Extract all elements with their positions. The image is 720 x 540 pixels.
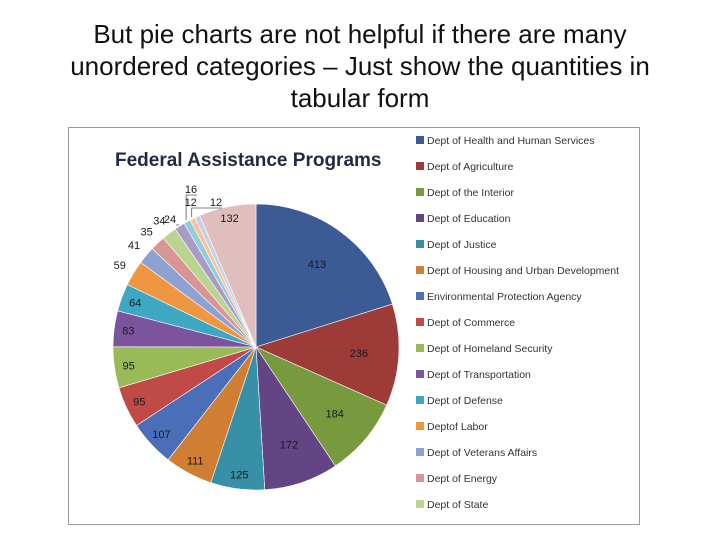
legend-swatch (416, 266, 424, 274)
legend-entry: Dept of Housing and Urban Development (427, 265, 619, 277)
legend-entry: Dept of Health and Human Services (427, 135, 595, 147)
legend-entry: Dept of Agriculture (427, 161, 514, 173)
pie-slice (255, 346, 388, 467)
pie-slices (112, 203, 400, 491)
pie-chart: Federal Assistance Programs 413 236 184 172… (112, 135, 619, 511)
legend-entry: Deptof Labor (427, 421, 488, 433)
data-label: 64 (129, 297, 141, 309)
data-label: 107 (152, 429, 170, 441)
legend-swatch (416, 162, 424, 170)
legend-entry: Dept of Transportation (427, 369, 531, 381)
data-label: 111 (187, 455, 204, 467)
data-label: 41 (128, 240, 140, 252)
legend-swatch (416, 240, 424, 248)
data-label: 16 (185, 184, 197, 196)
legend-swatch (416, 500, 424, 508)
data-label: 184 (326, 408, 344, 420)
legend-entry: Dept of the Interior (427, 187, 514, 199)
legend-swatch (416, 292, 424, 300)
leader-line (191, 207, 222, 218)
legend-swatch (416, 422, 424, 430)
title-line-2: unordered categories – Just show the qua… (70, 51, 650, 81)
legend-swatch (416, 188, 424, 196)
legend: Dept of Health and Human Services Dept of… (416, 135, 619, 511)
data-label: 95 (133, 396, 145, 408)
pie-slice (255, 303, 400, 406)
legend-swatch (416, 448, 424, 456)
data-label: 24 (164, 214, 176, 226)
title-line-3: tabular form (290, 83, 430, 113)
data-label: 34 (153, 216, 165, 228)
legend-entry: Dept of Justice (427, 239, 497, 251)
legend-swatch (416, 474, 424, 482)
legend-entry: Dept of Energy (427, 473, 498, 485)
slide-title: But pie charts are not helpful if there … (20, 18, 700, 114)
data-label: 12 (185, 197, 197, 209)
legend-entry: Dept of Commerce (427, 317, 515, 329)
data-label: 12 (210, 197, 222, 209)
leader-line (176, 224, 179, 226)
legend-entry: Dept of Defense (427, 395, 503, 407)
legend-entry: Dept of Education (427, 213, 511, 225)
data-label: 95 (122, 361, 134, 373)
legend-swatch (416, 318, 424, 326)
legend-swatch (416, 214, 424, 222)
legend-entry: Environmental Protection Agency (427, 291, 582, 303)
data-label: 59 (114, 260, 126, 272)
data-label: 125 (230, 470, 248, 482)
pie-slice (199, 203, 257, 348)
legend-swatch (416, 136, 424, 144)
chart-title: Federal Assistance Programs (115, 150, 381, 171)
legend-entry: Dept of Homeland Security (427, 343, 553, 355)
data-label: 83 (122, 326, 134, 338)
title-line-1: But pie charts are not helpful if there … (93, 19, 627, 49)
legend-entry: Dept of State (427, 499, 488, 511)
pie-slice (255, 203, 393, 348)
data-label: 236 (350, 348, 368, 360)
chart-frame: Federal Assistance Programs 413 236 184 172… (68, 127, 640, 525)
data-label: 413 (308, 259, 326, 271)
data-label: 132 (220, 213, 238, 225)
legend-swatch (416, 370, 424, 378)
legend-swatch (416, 396, 424, 404)
leader-lines (176, 194, 222, 226)
legend-swatch (416, 344, 424, 352)
legend-entry: Dept of Veterans Affairs (427, 447, 537, 459)
data-label: 172 (280, 440, 298, 452)
data-label: 35 (140, 227, 152, 239)
leader-line (185, 194, 197, 220)
